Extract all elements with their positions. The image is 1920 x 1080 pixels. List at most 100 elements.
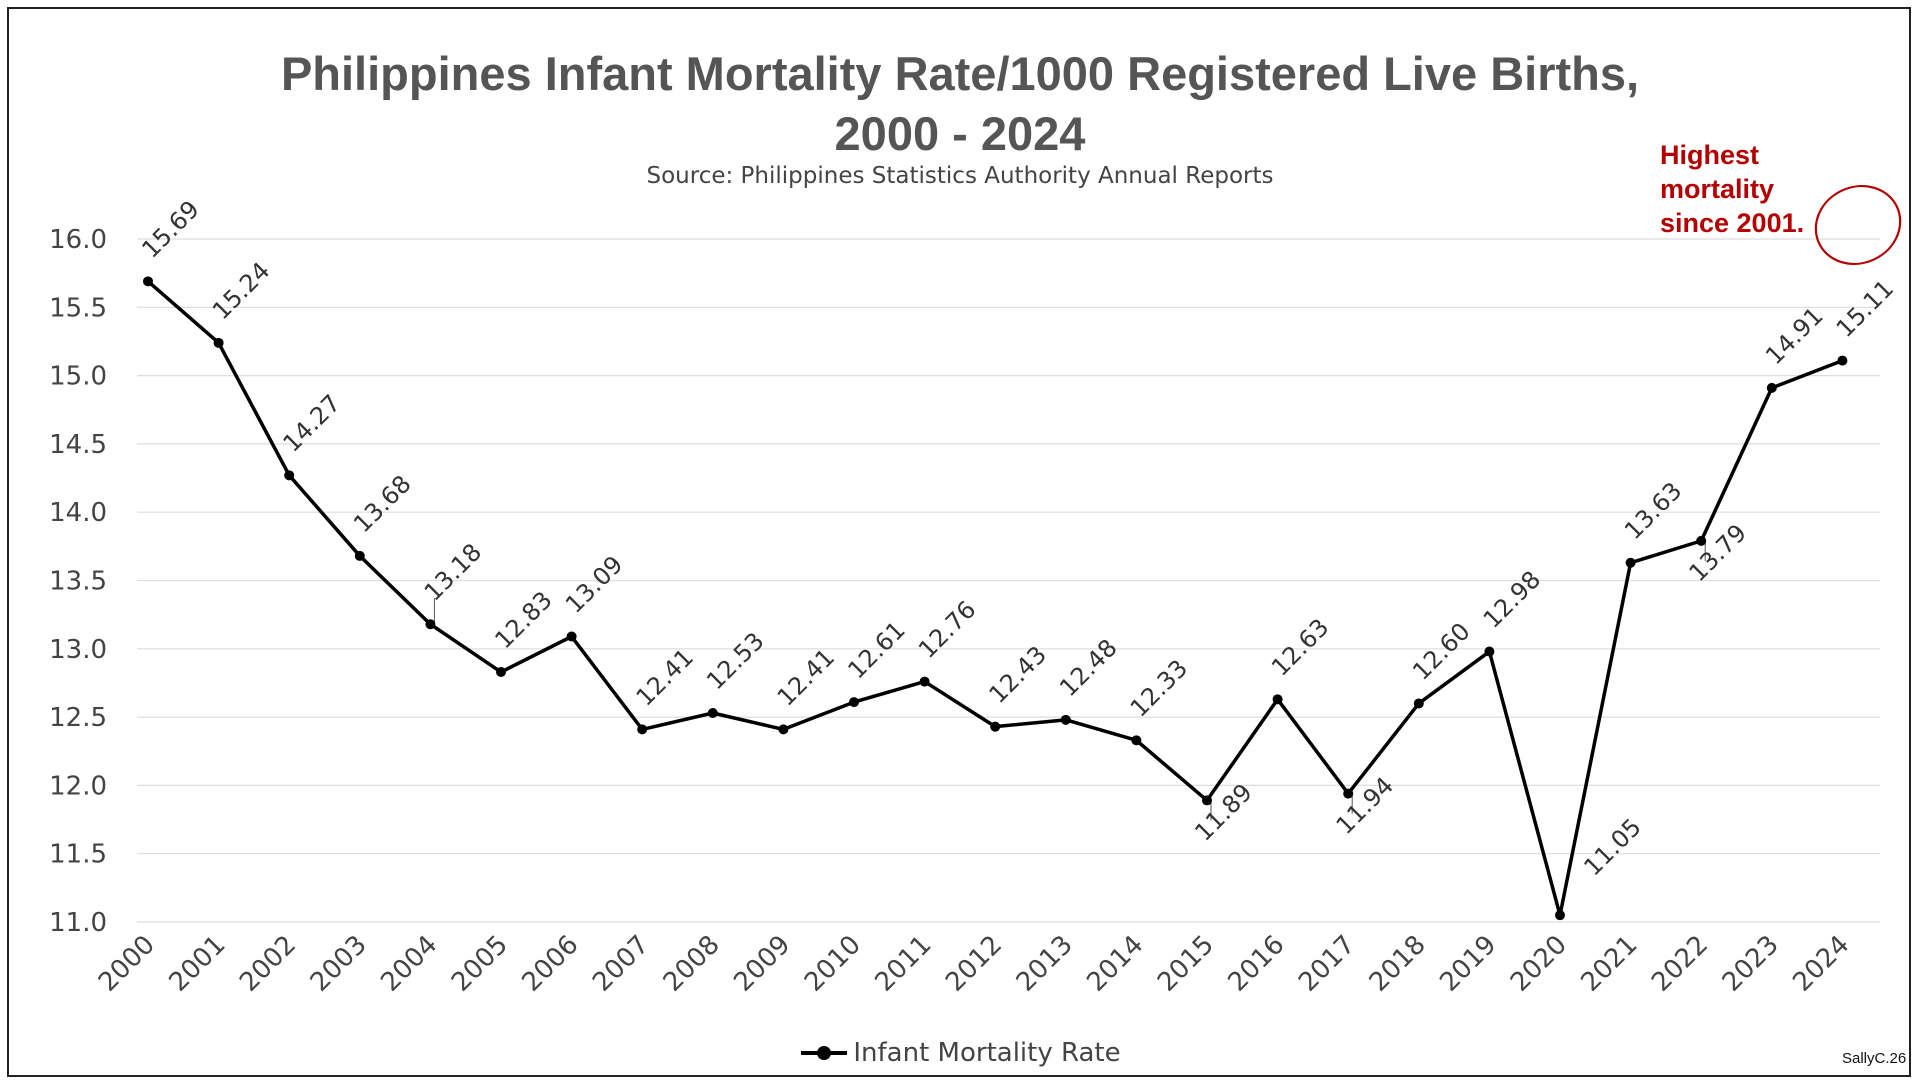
data-point [1272, 694, 1283, 705]
x-tick-label: 2012 [940, 930, 1008, 998]
y-tick-label: 12.0 [49, 771, 107, 801]
data-point [284, 470, 295, 481]
legend-line-marker-icon [801, 1046, 848, 1060]
data-label: 12.33 [1125, 654, 1193, 722]
data-label: 12.76 [913, 595, 981, 663]
x-tick-label: 2004 [375, 930, 443, 998]
data-point [1202, 795, 1212, 806]
data-label: 13.18 [419, 538, 487, 606]
data-label: 11.05 [1578, 813, 1646, 881]
y-tick-label: 15.0 [49, 362, 107, 392]
legend-label: Infant Mortality Rate [853, 1038, 1121, 1068]
y-tick-label: 12.5 [49, 703, 107, 733]
data-label: 12.48 [1054, 634, 1122, 702]
data-label: 12.53 [701, 627, 769, 695]
y-tick-label: 16.0 [49, 225, 107, 255]
data-point [354, 550, 365, 561]
data-label: 12.61 [842, 616, 910, 684]
chart-title-line-1: Philippines Infant Mortality Rate/1000 R… [280, 47, 1640, 100]
x-tick-label: 2023 [1717, 930, 1785, 998]
x-tick-label: 2011 [870, 930, 938, 998]
data-label: 12.83 [489, 586, 557, 654]
data-point [707, 708, 718, 719]
x-tick-label: 2019 [1434, 930, 1502, 998]
data-label: 13.63 [1619, 477, 1687, 545]
data-point [425, 619, 436, 630]
x-tick-label: 2006 [517, 930, 585, 998]
data-point [1696, 535, 1707, 546]
data-label: 12.63 [1266, 613, 1334, 681]
data-label: 12.41 [631, 643, 699, 711]
data-point [919, 676, 930, 687]
data-point [1837, 355, 1848, 366]
data-point [1060, 714, 1071, 725]
x-tick-label: 2008 [658, 930, 726, 998]
annotation-line-1: Highest [1660, 140, 1760, 170]
y-tick-label: 11.0 [49, 908, 107, 938]
data-point [1555, 910, 1565, 921]
annotation-line-3: since 2001. [1660, 208, 1805, 238]
chart-legend: Infant Mortality Rate [0, 1038, 1920, 1068]
series-line [146, 280, 1844, 917]
x-tick-label: 2010 [799, 930, 867, 998]
y-tick-label: 14.5 [49, 430, 107, 460]
x-tick-label: 2000 [93, 930, 161, 998]
data-label: 15.69 [136, 195, 204, 263]
data-label: 13.68 [348, 470, 416, 538]
data-label: 13.09 [560, 550, 628, 618]
data-point [1343, 788, 1354, 799]
x-tick-label: 2005 [446, 930, 514, 998]
data-point [1766, 382, 1777, 393]
x-tick-label: 2024 [1787, 930, 1855, 998]
chart-subtitle: Source: Philippines Statistics Authority… [646, 163, 1274, 189]
data-point [213, 337, 224, 348]
data-point [566, 631, 577, 642]
x-tick-label: 2020 [1505, 930, 1573, 998]
chart-frame [7, 7, 1911, 1077]
chart-title-line-2: 2000 - 2024 [834, 107, 1086, 160]
annotation-circle [1814, 184, 1902, 266]
x-tick-label: 2002 [234, 930, 302, 998]
data-label: 12.98 [1478, 565, 1546, 633]
x-tick-label: 2001 [164, 930, 232, 998]
data-label: 15.11 [1831, 274, 1899, 342]
data-point [849, 697, 859, 708]
data-label: 12.60 [1407, 617, 1475, 685]
x-tick-label: 2016 [1223, 930, 1291, 998]
x-tick-label: 2015 [1152, 930, 1220, 998]
x-tick-label: 2009 [728, 930, 796, 998]
x-tick-label: 2003 [305, 930, 373, 998]
data-point [143, 276, 153, 287]
y-tick-label: 15.5 [49, 293, 107, 323]
data-point [990, 721, 1001, 732]
data-point [1625, 557, 1636, 568]
y-tick-label: 14.0 [49, 498, 107, 528]
data-label: 14.27 [278, 389, 346, 457]
data-label: 12.43 [984, 641, 1052, 709]
data-label: 15.24 [207, 257, 275, 325]
x-tick-label: 2021 [1576, 930, 1644, 998]
watermark: SallyC.26 [1842, 1050, 1907, 1067]
data-point [496, 667, 506, 678]
data-label: 11.89 [1189, 778, 1257, 846]
y-tick-label: 11.5 [49, 840, 107, 870]
data-point [1131, 735, 1142, 746]
data-label: 14.91 [1760, 302, 1828, 370]
data-point [1484, 646, 1495, 657]
data-point [637, 724, 648, 735]
annotation-line-2: mortality [1660, 174, 1775, 204]
x-tick-label: 2018 [1364, 930, 1432, 998]
data-label: 12.41 [772, 643, 840, 711]
data-label: 13.79 [1684, 519, 1752, 587]
x-tick-label: 2013 [1011, 930, 1079, 998]
highest-mortality-annotation: Highest mortality since 2001. [1660, 138, 1900, 240]
data-point [778, 724, 789, 735]
x-tick-label: 2017 [1293, 930, 1361, 998]
x-tick-label: 2022 [1646, 930, 1714, 998]
y-tick-label: 13.0 [49, 635, 107, 665]
x-tick-label: 2014 [1081, 930, 1149, 998]
y-tick-label: 13.5 [49, 567, 107, 597]
data-point [1413, 698, 1424, 709]
x-tick-label: 2007 [587, 930, 655, 998]
